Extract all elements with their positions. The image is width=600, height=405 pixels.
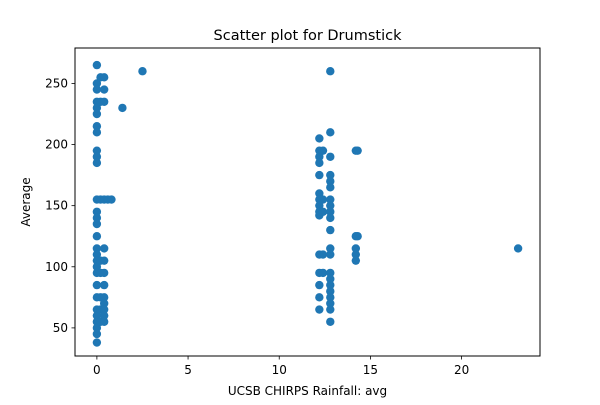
scatter-point — [326, 250, 335, 259]
scatter-point — [326, 244, 335, 253]
scatter-point — [351, 244, 361, 253]
scatter-point — [315, 280, 324, 290]
scatter-point — [315, 134, 324, 143]
y-tick-label: 200 — [45, 138, 68, 152]
scatter-point — [513, 244, 523, 253]
scatter-point — [315, 152, 324, 161]
scatter-point — [99, 73, 109, 82]
scatter-point — [326, 274, 335, 284]
scatter-point — [92, 85, 102, 94]
scatter-point — [326, 177, 335, 186]
chart-title: Scatter plot for Drumstick — [214, 28, 403, 44]
scatter-point — [326, 128, 335, 137]
scatter-point — [318, 250, 328, 259]
x-axis-label: UCSB CHIRPS Rainfall: avg — [228, 384, 387, 398]
scatter-point — [92, 207, 102, 216]
scatter-point — [92, 158, 102, 168]
x-tick-label: 20 — [454, 363, 469, 377]
scatter-point — [315, 158, 324, 168]
scatter-point — [318, 268, 328, 278]
scatter-point — [326, 268, 335, 278]
scatter-point — [99, 244, 109, 253]
y-tick-label: 250 — [45, 76, 68, 90]
x-tick-label: 15 — [363, 363, 378, 377]
scatter-point — [92, 311, 102, 320]
scatter-point — [326, 213, 335, 223]
scatter-point — [351, 250, 361, 259]
scatter-point — [318, 207, 328, 216]
plot-frame — [74, 47, 541, 357]
x-tick-label: 10 — [272, 363, 287, 377]
scatter-point — [326, 152, 335, 161]
scatter-point — [92, 323, 102, 333]
y-tick-label: 150 — [45, 199, 68, 213]
scatter-point — [99, 311, 109, 320]
y-axis-label: Average — [19, 177, 33, 226]
y-tick-label: 100 — [45, 260, 68, 274]
x-tick-label: 0 — [93, 363, 101, 377]
scatter-point — [326, 207, 335, 216]
scatter-point — [351, 256, 361, 265]
scatter-point — [92, 329, 102, 339]
scatter-point — [92, 232, 102, 241]
scatter-point — [92, 60, 102, 70]
scatter-point — [315, 201, 324, 210]
scatter-point — [326, 317, 335, 326]
scatter-point — [326, 170, 335, 180]
scatter-point — [92, 338, 102, 347]
scatter-point — [326, 195, 335, 204]
scatter-point — [92, 146, 102, 155]
scatter-point — [99, 268, 109, 278]
scatter-point — [92, 152, 102, 161]
scatter-point — [92, 213, 102, 223]
scatter-point — [99, 256, 109, 265]
scatter-point — [326, 287, 335, 296]
y-tick-label: 50 — [53, 321, 68, 335]
scatter-point — [353, 232, 362, 241]
scatter-point — [107, 195, 116, 204]
scatter-point — [315, 170, 324, 180]
scatter-point — [99, 317, 109, 326]
scatter-point — [138, 67, 147, 76]
scatter-point — [326, 183, 335, 192]
x-tick-label: 5 — [184, 363, 192, 377]
scatter-point — [353, 146, 362, 155]
scatter-point — [99, 293, 109, 302]
scatter-point — [99, 280, 109, 290]
scatter-point — [118, 103, 127, 113]
y-axis: 50 100 150 200 250 — [45, 76, 75, 335]
scatter-point — [92, 250, 102, 259]
scatter-point — [326, 305, 335, 314]
scatter-point — [92, 79, 102, 88]
scatter-point — [92, 244, 102, 253]
scatter-point — [99, 305, 109, 314]
scatter-point — [92, 128, 102, 137]
scatter-point — [99, 299, 109, 308]
scatter-point — [92, 262, 102, 271]
scatter-point — [318, 195, 328, 204]
scatter-point — [99, 85, 109, 94]
scatter-point — [326, 293, 335, 302]
scatter-point — [326, 225, 335, 235]
scatter-point — [315, 189, 324, 198]
scatter-point — [326, 67, 335, 76]
scatter-point — [92, 122, 102, 131]
x-axis: 0 5 10 15 20 — [93, 356, 469, 377]
scatter-point — [92, 219, 102, 229]
scatter-point — [326, 299, 335, 308]
scatter-point — [315, 293, 324, 302]
scatter-point — [318, 146, 328, 155]
scatter-point — [92, 109, 102, 119]
scatter-point — [326, 201, 335, 210]
scatter-point — [315, 305, 324, 314]
scatter-point — [326, 280, 335, 290]
scatter-point — [99, 97, 109, 106]
points-layer — [92, 60, 523, 347]
scatter-point — [92, 103, 102, 113]
scatter-point — [92, 280, 102, 290]
